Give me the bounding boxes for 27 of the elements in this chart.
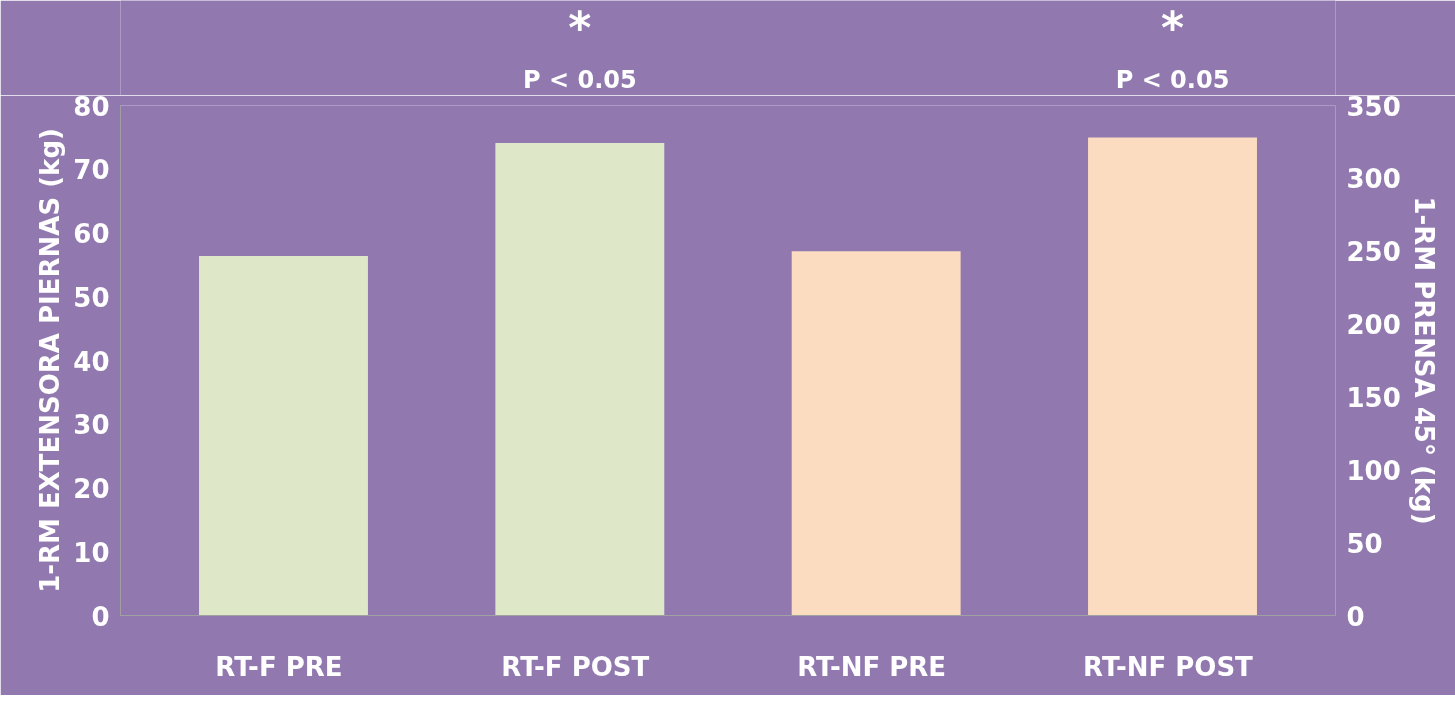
text: *	[1161, 1, 1185, 53]
text: P < 0.05	[523, 65, 637, 94]
y2-tick-label: 250	[1346, 237, 1401, 268]
y2-tick-label: 150	[1346, 382, 1401, 413]
y-tick-label: 0	[91, 601, 110, 632]
y2-tick-label: 0	[1346, 601, 1365, 632]
y-tick-label: 30	[73, 410, 110, 441]
y-tick-label: 80	[73, 91, 110, 122]
text: P < 0.05	[1115, 65, 1230, 94]
text: *	[568, 1, 592, 53]
y-tick-label: 50	[73, 282, 110, 313]
y-tick-label: 10	[73, 537, 110, 568]
y-axis-title: 1-RM EXTENSORA PIERNAS (kg)	[35, 128, 66, 593]
x-tick-label: RT-NF PRE	[797, 651, 947, 682]
y2-tick-label: 350	[1346, 91, 1401, 122]
x-tick-label: RT-NF POST	[1083, 651, 1254, 682]
x-tick-label: RT-F PRE	[215, 651, 343, 682]
y-tick-label: 20	[73, 474, 110, 504]
y2-tick-label: 300	[1346, 164, 1401, 195]
y2-axis-title: 1-RM PRENSA 45° (kg)	[1408, 196, 1439, 525]
y-tick-label: 60	[73, 219, 110, 249]
y-tick-label: 40	[73, 346, 110, 377]
y2-tick-label: 50	[1346, 528, 1383, 559]
x-tick-label: RT-F POST	[501, 651, 650, 682]
y2-tick-label: 200	[1346, 310, 1401, 341]
y-tick-label: 70	[73, 155, 110, 186]
y2-tick-label: 100	[1346, 455, 1401, 486]
